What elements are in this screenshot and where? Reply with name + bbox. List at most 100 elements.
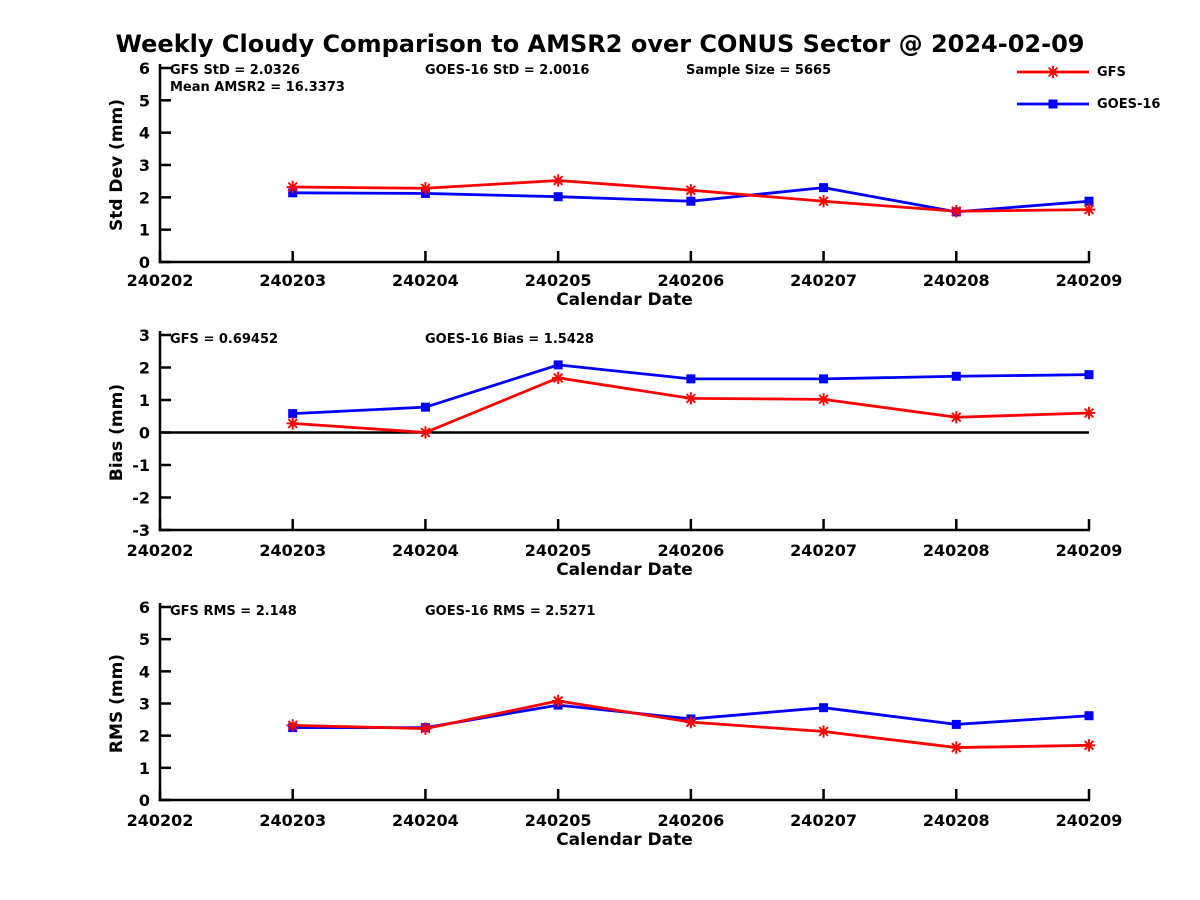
stat-annotation: GOES-16 Bias = 1.5428: [425, 332, 594, 347]
square-marker: [819, 374, 829, 384]
square-marker: [819, 183, 829, 193]
square-marker: [553, 360, 563, 370]
asterisk-marker: [817, 195, 830, 208]
y-tick-label: 0: [139, 253, 150, 272]
x-axis-title: Calendar Date: [556, 830, 693, 850]
asterisk-marker: [950, 411, 963, 424]
asterisk-marker: [817, 393, 830, 406]
y-tick-label: 4: [139, 662, 150, 681]
series-line: [292, 363, 1090, 416]
asterisk-marker: [1082, 406, 1096, 420]
y-tick-label: 0: [139, 791, 150, 810]
stddev-chart: 0 1 2 3 4 5 6 240202 240203 240204 240205 240206 240…: [107, 59, 1123, 310]
y-tick-label: 5: [139, 630, 150, 649]
x-tick-label: 240202: [127, 541, 194, 560]
x-tick-label: 240204: [392, 811, 459, 830]
x-tick-label: 240206: [657, 541, 724, 560]
asterisk-marker: [551, 694, 565, 708]
x-tick-label: 240203: [259, 811, 326, 830]
legend-label: GFS: [1097, 64, 1126, 80]
legend-item-gfs: GFS: [1016, 63, 1160, 81]
legend-item-goes-16: GOES-16: [1016, 95, 1160, 113]
asterisk-marker: [286, 417, 299, 430]
y-tick-label: 6: [139, 59, 150, 78]
asterisk-marker: [1082, 203, 1096, 216]
asterisk-marker: [684, 715, 698, 729]
asterisk-marker: [551, 174, 565, 187]
asterisk-marker: [419, 182, 432, 195]
y-axis-title: Std Dev (mm): [107, 99, 127, 231]
y-tick-label: 1: [139, 221, 150, 240]
x-tick-label: 240206: [657, 811, 724, 830]
square-marker: [1048, 99, 1058, 109]
square-marker: [686, 374, 696, 384]
x-axis-title: Calendar Date: [556, 560, 693, 580]
x-tick-label: 240206: [657, 271, 724, 290]
square-marker: [1084, 196, 1094, 206]
x-tick-label: 240208: [923, 541, 990, 560]
stat-annotation: Sample Size = 5665: [686, 63, 831, 78]
asterisk-marker: [1082, 739, 1096, 752]
stat-annotation: Mean AMSR2 = 16.3373: [170, 80, 345, 95]
y-tick-label: 4: [139, 124, 150, 143]
asterisk-marker: [286, 180, 299, 194]
x-tick-label: 240205: [525, 271, 592, 290]
y-tick-label: 2: [139, 188, 150, 207]
asterisk-marker: [419, 426, 432, 439]
square-marker: [420, 402, 430, 412]
series-gfs: [286, 371, 1096, 439]
x-tick-label: 240204: [392, 541, 459, 560]
x-tick-label: 240205: [525, 541, 592, 560]
series-line: [292, 376, 1090, 434]
asterisk-marker: [419, 722, 432, 735]
x-tick-label: 240208: [923, 811, 990, 830]
y-tick-label: 3: [139, 156, 150, 175]
x-tick-label: 240204: [392, 271, 459, 290]
stat-annotation: GFS RMS = 2.148: [170, 604, 297, 619]
asterisk-marker: [684, 184, 698, 197]
y-tick-label: 3: [139, 326, 150, 345]
x-tick-label: 240209: [1056, 541, 1123, 560]
square-marker: [686, 196, 696, 206]
y-tick-label: 1: [139, 391, 150, 410]
square-marker: [288, 409, 298, 419]
series-gfs: [286, 174, 1096, 218]
rms-chart: 0 1 2 3 4 5 6 240202 240203 240204 240205 240206 240…: [107, 598, 1123, 850]
x-tick-label: 240207: [790, 541, 857, 560]
y-tick-label: 1: [139, 759, 150, 778]
x-tick-label: 240203: [259, 271, 326, 290]
y-tick-label: 5: [139, 91, 150, 110]
asterisk-marker: [950, 205, 963, 218]
square-marker: [553, 192, 563, 202]
y-tick-label: 2: [139, 727, 150, 746]
y-tick-label: 0: [139, 424, 150, 443]
asterisk-marker: [950, 741, 963, 754]
y-tick-label: 6: [139, 598, 150, 617]
square-marker: [819, 703, 829, 713]
x-tick-label: 240202: [127, 811, 194, 830]
asterisk-marker: [286, 719, 299, 732]
asterisk-marker: [684, 392, 698, 405]
legend-label: GOES-16: [1097, 96, 1161, 112]
y-tick-label: 2: [139, 359, 150, 378]
legend-swatch-square-icon: [1017, 99, 1089, 109]
series-goes-16: [288, 360, 1094, 419]
x-tick-label: 240209: [1056, 271, 1123, 290]
asterisk-marker: [551, 371, 565, 385]
y-axis-title: Bias (mm): [107, 384, 127, 481]
stat-annotation: GOES-16 StD = 2.0016: [425, 63, 589, 78]
x-tick-label: 240203: [259, 541, 326, 560]
chart-title: Weekly Cloudy Comparison to AMSR2 over C…: [115, 30, 1085, 58]
x-tick-label: 240207: [790, 271, 857, 290]
y-tick-label: -1: [132, 456, 150, 475]
x-tick-label: 240209: [1056, 811, 1123, 830]
legend-swatch-asterisk-icon: [1017, 65, 1089, 79]
x-axis-title: Calendar Date: [556, 290, 693, 310]
square-marker: [1084, 711, 1094, 721]
square-marker: [951, 371, 961, 381]
square-marker: [951, 719, 961, 729]
y-tick-label: -2: [132, 489, 150, 508]
x-tick-label: 240207: [790, 811, 857, 830]
square-marker: [1084, 370, 1094, 380]
